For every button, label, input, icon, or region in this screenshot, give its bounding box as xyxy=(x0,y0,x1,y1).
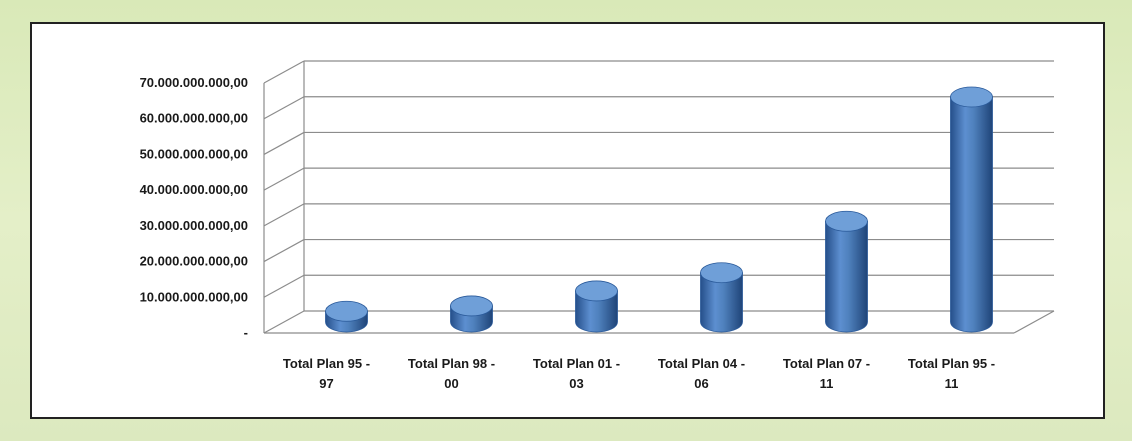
floor-right-edge xyxy=(1013,310,1055,334)
bar-body xyxy=(950,96,993,333)
x-tick-label: Total Plan 01 - xyxy=(533,356,620,371)
y-tick-label: 20.000.000.000,00 xyxy=(140,254,248,269)
gridline-depth xyxy=(263,274,305,298)
x-tick-label: Total Plan 07 - xyxy=(783,356,870,371)
gridline-depth xyxy=(263,167,305,191)
x-tick-label: 06 xyxy=(694,376,708,391)
x-tick-label: Total Plan 95 - xyxy=(908,356,995,371)
bar xyxy=(825,210,868,333)
y-tick-label: 30.000.000.000,00 xyxy=(140,218,248,233)
bar xyxy=(950,86,993,333)
y-tick-label: 60.000.000.000,00 xyxy=(140,111,248,126)
bar-top xyxy=(700,262,743,284)
gridline-depth xyxy=(263,239,305,263)
x-tick-label: Total Plan 98 - xyxy=(408,356,495,371)
y-tick-label: 70.000.000.000,00 xyxy=(140,75,248,90)
x-tick-label: Total Plan 04 - xyxy=(658,356,745,371)
x-tick-label: 00 xyxy=(444,376,458,391)
y-tick-label: 40.000.000.000,00 xyxy=(140,182,248,197)
bar-top xyxy=(950,86,993,108)
bars xyxy=(325,86,993,333)
x-tick-label: 97 xyxy=(319,376,333,391)
bar-top xyxy=(325,300,368,322)
bar-top xyxy=(825,210,868,232)
gridline-depth xyxy=(263,310,305,334)
gridline-depth xyxy=(263,60,305,84)
bar-top xyxy=(450,295,493,317)
y-tick-label: - xyxy=(244,325,248,340)
bar xyxy=(325,300,368,333)
gridline-depth xyxy=(263,203,305,227)
bar-body xyxy=(825,220,868,333)
x-tick-label: 11 xyxy=(820,376,834,391)
x-axis-ticks: Total Plan 95 - 97 Total Plan 98 - 00 Total … xyxy=(283,356,995,391)
bar xyxy=(450,295,493,333)
x-tick-label: 03 xyxy=(569,376,583,391)
bar-top xyxy=(575,280,618,302)
gridline-depth xyxy=(263,96,305,120)
bar xyxy=(700,262,743,333)
x-tick-label: Total Plan 95 - xyxy=(283,356,370,371)
y-tick-label: 10.000.000.000,00 xyxy=(140,289,248,304)
chart-canvas: - 10.000.000.000,00 20.000.000.000,00 30.00… xyxy=(140,60,1055,391)
y-axis-ticks: - 10.000.000.000,00 20.000.000.000,00 30.00… xyxy=(140,75,248,340)
y-tick-label: 50.000.000.000,00 xyxy=(140,146,248,161)
bar-body xyxy=(700,272,743,333)
gridline-depth xyxy=(263,131,305,155)
bar xyxy=(575,280,618,333)
chart-frame: - 10.000.000.000,00 20.000.000.000,00 30.00… xyxy=(30,22,1105,419)
x-tick-label: 11 xyxy=(945,376,959,391)
bar-body xyxy=(575,290,618,333)
gridlines xyxy=(263,60,1055,334)
